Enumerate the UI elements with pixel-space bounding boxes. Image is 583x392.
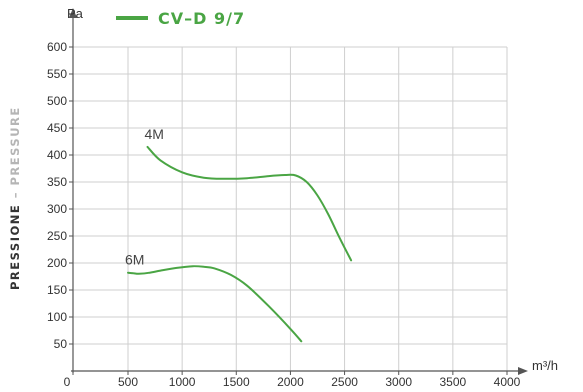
series-line-6m — [127, 265, 303, 343]
y-tick-label: 400 — [47, 148, 67, 162]
x-tick-label: 3500 — [440, 375, 467, 389]
tick-labels: 50 100 150 200 250 300 350 400 450 500 550 600 0 500 1… — [47, 40, 521, 389]
y-axis-unit: Pa — [67, 6, 84, 21]
legend: CV–D 9/7 — [116, 9, 245, 28]
y-tick-label: 500 — [47, 94, 67, 108]
curve-label-6m: 6M — [125, 252, 144, 268]
curve-label-4m: 4M — [144, 126, 163, 142]
y-tick-label: 300 — [47, 202, 67, 216]
y-axis-title-separator: – — [8, 186, 22, 204]
y-tick-label: 100 — [47, 310, 67, 324]
x-tick-label: 4000 — [494, 375, 521, 389]
y-axis-title-part1: PRESSIONE — [8, 204, 22, 290]
y-tick-label: 600 — [47, 40, 67, 54]
x-tick-label: 2000 — [277, 375, 304, 389]
x-tick-label: 2500 — [331, 375, 358, 389]
grid — [73, 46, 508, 371]
y-tick-label: 250 — [47, 229, 67, 243]
legend-label: CV–D 9/7 — [158, 9, 245, 28]
x-tick-label: 500 — [118, 375, 138, 389]
axes — [69, 8, 528, 375]
y-axis-title: PRESSIONE – PRESSURE — [8, 106, 22, 290]
y-tick-label: 150 — [47, 283, 67, 297]
y-tick-label: 50 — [54, 337, 68, 351]
x-tick-label: 1500 — [223, 375, 250, 389]
x-tick-label: 0 — [64, 375, 71, 389]
y-axis-arrow — [69, 8, 77, 18]
y-axis-title-part2: PRESSURE — [8, 106, 22, 185]
y-tick-label: 550 — [47, 67, 67, 81]
y-tick-label: 200 — [47, 256, 67, 270]
series: 4M 6M — [125, 126, 353, 343]
x-axis-unit: m³/h — [532, 358, 558, 373]
y-tick-label: 450 — [47, 121, 67, 135]
series-line-4m — [146, 145, 353, 262]
x-tick-label: 1000 — [169, 375, 196, 389]
x-axis-arrow — [518, 367, 528, 375]
y-tick-label: 350 — [47, 175, 67, 189]
x-tick-label: 3000 — [385, 375, 412, 389]
